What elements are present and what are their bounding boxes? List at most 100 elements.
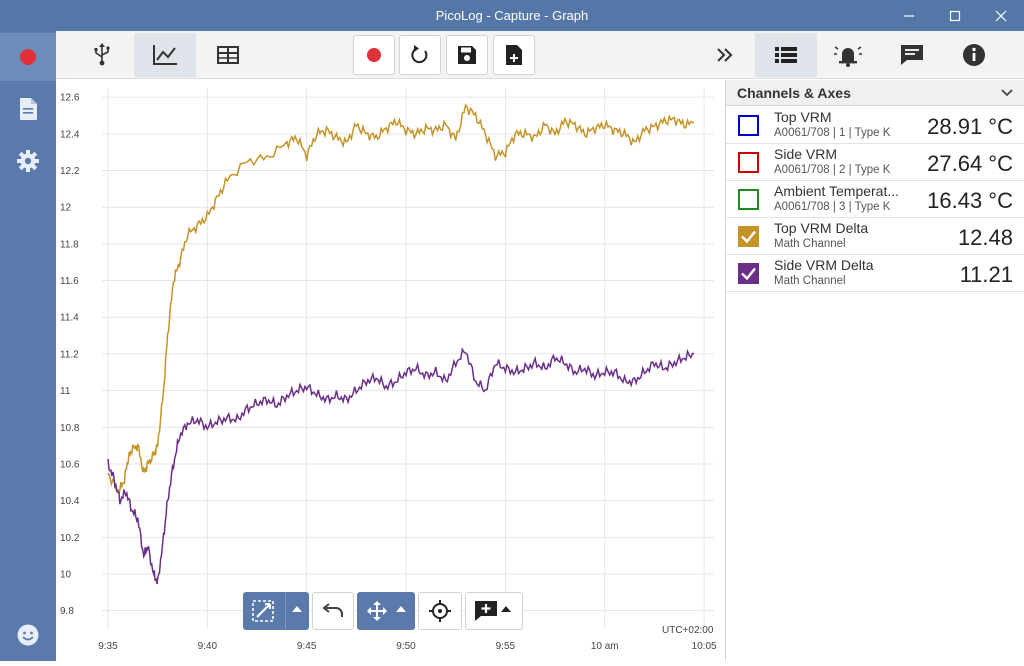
channel-checkbox[interactable]: [738, 115, 759, 136]
channel-name: Top VRM Delta: [774, 220, 869, 236]
annotation-group: [465, 592, 523, 630]
graph-area[interactable]: 9.8 10 10.2 10.4 10.6 10.8 11 11.2 11.4 11.6 11.8 1…: [56, 80, 724, 661]
channel-name: Side VRM Delta: [774, 257, 874, 273]
alarm-icon: [834, 46, 862, 67]
feedback-button[interactable]: [0, 611, 56, 659]
channel-checkbox[interactable]: [738, 152, 759, 173]
window-title: PicoLog - Capture - Graph: [435, 8, 589, 23]
chevron-down-icon[interactable]: [1001, 86, 1013, 98]
y-tick-label: 11.8: [60, 239, 79, 250]
timezone-label: UTC+02:00: [662, 625, 714, 636]
x-tick-label: 10:05: [692, 641, 717, 652]
close-button[interactable]: [978, 0, 1024, 31]
table-view-icon: [217, 46, 239, 64]
record-button[interactable]: [353, 35, 395, 75]
undo-group: [312, 592, 354, 630]
line-chart[interactable]: 9.8 10 10.2 10.4 10.6 10.8 11 11.2 11.4 11.6 11.8 1…: [56, 80, 724, 661]
channel-value: 11.21: [959, 262, 1013, 287]
maximize-button[interactable]: [932, 0, 978, 31]
pan-tool-button[interactable]: [357, 592, 415, 630]
channel-name: Side VRM: [774, 146, 838, 162]
y-tick-label: 10.8: [60, 423, 80, 434]
channel-checkbox[interactable]: [738, 263, 759, 284]
x-tick-label: 9:40: [198, 641, 218, 652]
zoom-tool-group: [243, 592, 309, 630]
collapse-icon: [717, 48, 733, 62]
graph-view-tab[interactable]: [134, 33, 196, 77]
file-button[interactable]: [0, 85, 56, 133]
y-tick-label: 10.2: [60, 533, 80, 544]
restart-button[interactable]: [399, 35, 441, 75]
capture-button[interactable]: [0, 33, 56, 81]
add-annotation-icon: [475, 601, 497, 621]
minimize-icon: [904, 14, 914, 17]
x-tick-label: 9:50: [396, 641, 416, 652]
y-tick-label: 12.4: [60, 129, 80, 140]
undo-zoom-button[interactable]: [312, 592, 354, 630]
channels-panel-header[interactable]: Channels & Axes: [726, 80, 1024, 106]
pan-tool-menu-icon[interactable]: [393, 592, 411, 630]
info-panel-tab[interactable]: [952, 35, 996, 75]
x-tick-label: 9:45: [297, 641, 317, 652]
graph-view-icon: [153, 45, 177, 65]
zoom-tool-menu-icon[interactable]: [286, 592, 308, 630]
minimize-button[interactable]: [886, 0, 932, 31]
zoom-tool-button[interactable]: [243, 592, 309, 630]
y-tick-label: 10: [60, 569, 72, 580]
channel-value: 28.91 °C: [927, 114, 1013, 139]
notes-panel-tab[interactable]: [890, 35, 934, 75]
channels-panel-tab[interactable]: [755, 33, 817, 77]
channel-row[interactable]: Ambient Temperat... A0061/708 | 3 | Type …: [726, 181, 1024, 218]
record-icon: [20, 49, 36, 65]
title-bar: PicoLog - Capture - Graph: [0, 0, 1024, 31]
x-tick-label: 10 am: [591, 641, 619, 652]
channel-value: 27.64 °C: [927, 151, 1013, 176]
channel-row[interactable]: Top VRM Delta Math Channel 12.48: [726, 218, 1024, 255]
y-tick-label: 12: [60, 203, 72, 214]
save-as-button[interactable]: [493, 35, 535, 75]
table-view-tab[interactable]: [206, 35, 250, 75]
save-button[interactable]: [446, 35, 488, 75]
channel-details: A0061/708 | 3 | Type K: [774, 201, 891, 213]
channel-checkbox[interactable]: [738, 189, 759, 210]
feedback-icon: [17, 624, 39, 646]
add-annotation-button[interactable]: [465, 592, 523, 630]
series-line-side-vrm-delta: [107, 347, 695, 585]
y-tick-label: 11: [60, 386, 71, 397]
settings-button[interactable]: [0, 137, 56, 185]
crosshair-icon: [429, 600, 451, 622]
y-tick-label: 12.6: [60, 93, 80, 104]
devices-button[interactable]: [80, 35, 124, 75]
alarms-panel-tab[interactable]: [826, 35, 870, 75]
crosshair-group: [418, 592, 462, 630]
channels-panel-title: Channels & Axes: [737, 85, 851, 101]
x-tick-label: 9:35: [98, 641, 118, 652]
channel-name: Ambient Temperat...: [774, 183, 900, 199]
series-line-top-vrm-delta: [107, 103, 695, 497]
save-icon: [458, 46, 476, 64]
channel-details: A0061/708 | 2 | Type K: [774, 164, 891, 176]
annotation-menu-icon[interactable]: [498, 592, 514, 630]
channel-row[interactable]: Top VRM A0061/708 | 1 | Type K 28.91 °C: [726, 107, 1024, 144]
channel-row[interactable]: Side VRM Delta Math Channel 11.21: [726, 255, 1024, 292]
y-tick-label: 10.4: [60, 496, 80, 507]
info-icon: [963, 44, 985, 66]
channel-details: Math Channel: [774, 275, 846, 287]
channel-checkbox[interactable]: [738, 226, 759, 247]
channel-details: Math Channel: [774, 238, 846, 250]
main-toolbar: [56, 31, 1024, 79]
channel-row[interactable]: Side VRM A0061/708 | 2 | Type K 27.64 °C: [726, 144, 1024, 181]
zoom-tool-icon: [252, 600, 274, 622]
pan-icon: [367, 601, 387, 621]
close-icon: [995, 10, 1007, 21]
channel-details: A0061/708 | 1 | Type K: [774, 127, 891, 139]
crosshair-button[interactable]: [418, 592, 462, 630]
channels-panel: Channels & Axes Top VRM A0061/708 | 1 | T…: [725, 80, 1024, 661]
undo-icon: [322, 603, 343, 617]
y-tick-label: 11.4: [60, 313, 79, 324]
channels-list-icon: [775, 47, 797, 63]
maximize-icon: [949, 10, 961, 21]
channel-value: 12.48: [957, 225, 1013, 250]
collapse-panel-button[interactable]: [703, 35, 747, 75]
settings-icon: [17, 150, 39, 172]
